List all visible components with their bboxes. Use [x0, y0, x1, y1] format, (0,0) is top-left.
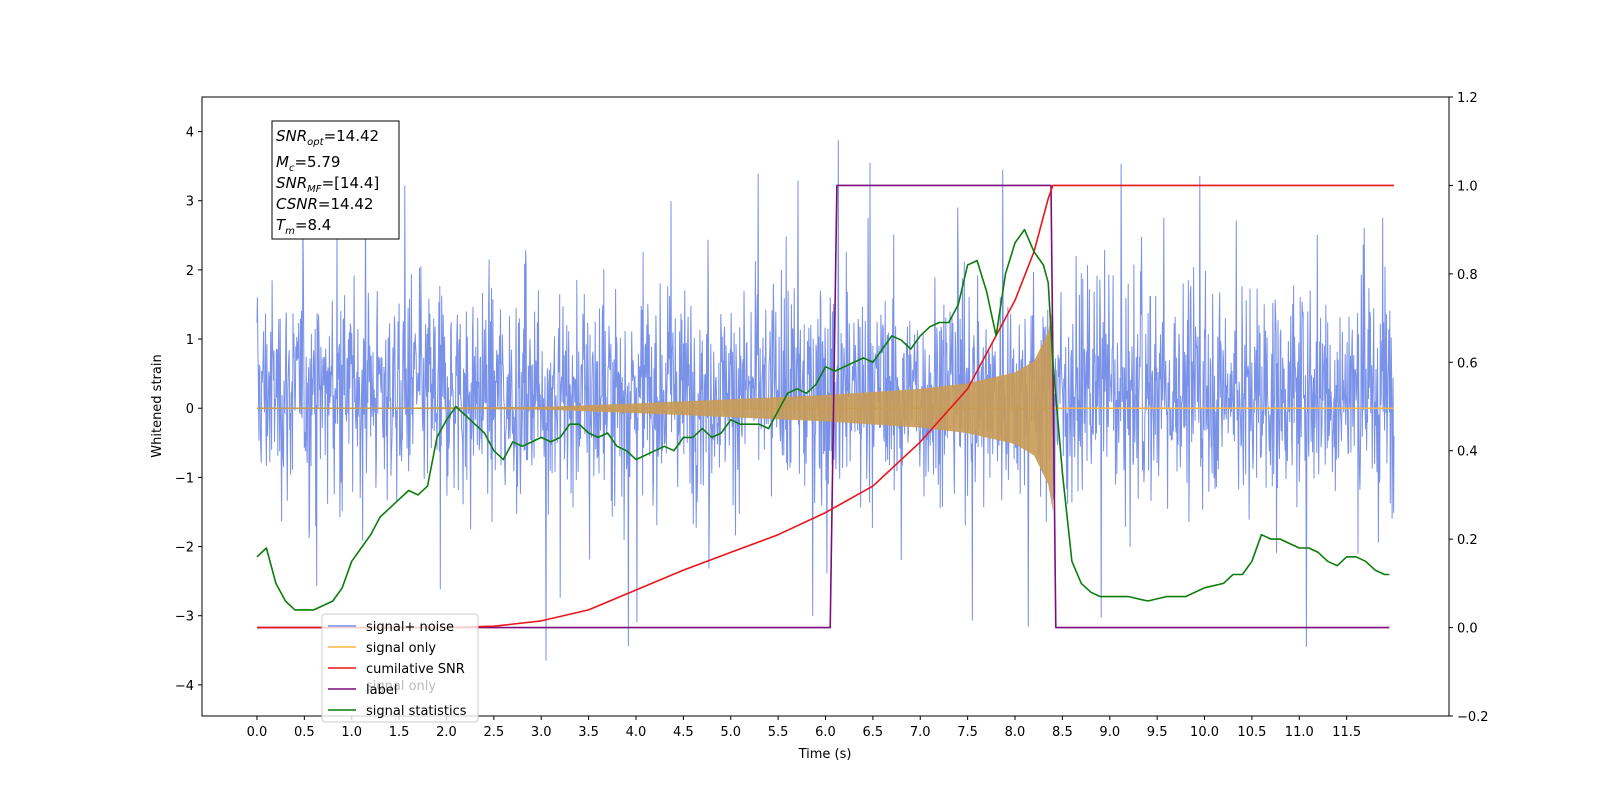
- info-csnr: CSNR=14.42: [276, 195, 373, 213]
- y2-tick-label: 0.6: [1457, 356, 1478, 371]
- x-axis-ticks: 0.0 0.5 1.0 1.5 2.0 2.5 3.0 3.5 4.0 4.5 5.0 5.5 6.0 6…: [247, 716, 1361, 740]
- x-tick-label: 7.5: [957, 725, 978, 740]
- y-tick-label: 3: [186, 195, 194, 210]
- series-signal-plus-noise: [256, 140, 1395, 661]
- x-tick-label: 5.0: [720, 725, 741, 740]
- y2-tick-label: 0.0: [1457, 622, 1478, 637]
- info-box: SNRopt=14.42 Mc=5.79 SNRMF=[14.4] CSNR=1…: [271, 120, 400, 240]
- info-snr-opt: SNRopt=14.42: [276, 127, 379, 148]
- info-tm: Tm=8.4: [276, 216, 331, 237]
- x-tick-label: 8.5: [1052, 725, 1073, 740]
- y2-tick-label: 1.2: [1457, 91, 1478, 106]
- y-tick-label: 1: [186, 333, 194, 348]
- y-axis-ticks: −4 −3 −2 −1 0 1 2 3 4: [175, 126, 202, 694]
- x-tick-label: 4.5: [673, 725, 694, 740]
- y2-tick-label: 1.0: [1457, 179, 1478, 194]
- y-axis-label: Whitened strain: [150, 354, 165, 457]
- x-tick-label: 10.0: [1190, 725, 1219, 740]
- x-tick-label: 1.0: [341, 725, 362, 740]
- x-tick-label: 2.0: [436, 725, 457, 740]
- series-cumilative-snr: [257, 184, 1394, 629]
- plot-area: [256, 140, 1395, 661]
- x-axis-label: Time (s): [798, 747, 852, 762]
- legend-label: signal only: [366, 641, 436, 656]
- x-tick-label: 8.0: [1005, 725, 1026, 740]
- series-label: [257, 184, 1390, 629]
- y-tick-label: 2: [186, 264, 194, 279]
- y2-tick-label: 0.8: [1457, 268, 1478, 283]
- y-tick-label: −4: [175, 679, 194, 694]
- x-tick-label: 1.5: [389, 725, 410, 740]
- y-tick-label: −2: [175, 541, 194, 556]
- y2-tick-label: −0.2: [1457, 710, 1489, 725]
- y2-tick-label: 0.4: [1457, 445, 1478, 460]
- y-tick-label: 4: [186, 126, 194, 141]
- x-tick-label: 2.5: [484, 725, 505, 740]
- x-tick-label: 11.5: [1332, 725, 1361, 740]
- x-tick-label: 6.0: [815, 725, 836, 740]
- legend-frame: [321, 613, 479, 723]
- y-tick-label: 0: [186, 402, 194, 417]
- info-box-frame: [271, 120, 400, 240]
- info-mc: Mc=5.79: [276, 153, 340, 174]
- x-tick-label: 3.0: [531, 725, 552, 740]
- y2-tick-label: 0.2: [1457, 533, 1478, 548]
- x-tick-label: 9.5: [1147, 725, 1168, 740]
- x-tick-label: 10.5: [1237, 725, 1266, 740]
- legend: signal only signal+ noise signal only cumi…: [321, 613, 479, 723]
- x-tick-label: 4.0: [626, 725, 647, 740]
- legend-label: signal+ noise: [366, 620, 454, 635]
- legend-label: label: [366, 683, 397, 698]
- legend-ghost-text: signal only: [366, 679, 436, 694]
- x-tick-label: 3.5: [578, 725, 599, 740]
- x-tick-label: 5.5: [768, 725, 789, 740]
- series-signal-statistics: [256, 228, 1390, 611]
- y-tick-label: −1: [175, 471, 194, 486]
- y2-axis-ticks: −0.2 0.0 0.2 0.4 0.6 0.8 1.0 1.2: [1449, 91, 1489, 725]
- x-tick-label: 9.0: [1099, 725, 1120, 740]
- x-tick-label: 7.0: [910, 725, 931, 740]
- x-tick-label: 0.0: [247, 725, 268, 740]
- x-tick-label: 0.5: [294, 725, 315, 740]
- x-tick-label: 6.5: [863, 725, 884, 740]
- x-tick-label: 11.0: [1285, 725, 1314, 740]
- info-snr-mf: SNRMF=[14.4]: [276, 174, 379, 195]
- legend-label: cumilative SNR: [366, 662, 465, 677]
- y-tick-label: −3: [175, 610, 194, 625]
- legend-label: signal statistics: [366, 704, 467, 719]
